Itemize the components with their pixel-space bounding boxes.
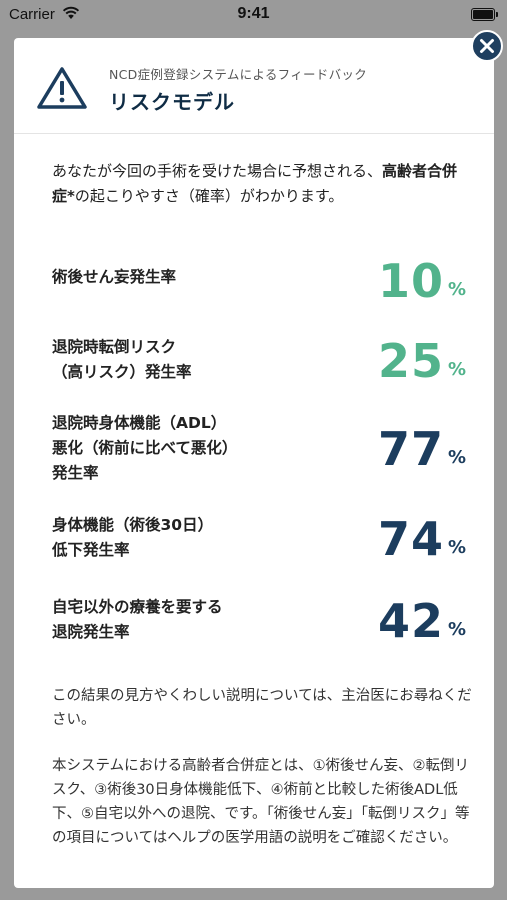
status-bar: Carrier 9:41 bbox=[0, 0, 507, 30]
metric-row: 自宅以外の療養を要する 退院発生率 42 % bbox=[52, 595, 474, 650]
metric-unit: % bbox=[447, 359, 466, 380]
metric-unit: % bbox=[447, 537, 466, 558]
metric-unit: % bbox=[447, 619, 466, 640]
close-button[interactable] bbox=[471, 30, 503, 62]
card-header: NCD症例登録システムによるフィードバック リスクモデル bbox=[14, 38, 494, 134]
metric-label: 身体機能（術後30日） 低下発生率 bbox=[52, 516, 214, 559]
page-title: リスクモデル bbox=[109, 90, 235, 114]
metric-label: 術後せん妄発生率 bbox=[52, 268, 177, 286]
metric-row: 退院時転倒リスク （高リスク）発生率 25 % bbox=[52, 335, 474, 390]
metric-value: 10 bbox=[377, 254, 444, 308]
definition-note: 本システムにおける高齢者合併症とは、①術後せん妄、②転倒リスク、③術後30日身体… bbox=[52, 758, 470, 846]
intro-part2: の起こりやすさ（確率）がわかります。 bbox=[74, 187, 344, 205]
wifi-icon bbox=[62, 6, 80, 24]
metric-label: 自宅以外の療養を要する 退院発生率 bbox=[52, 598, 223, 641]
metric-value: 77 bbox=[377, 422, 444, 476]
metric-unit: % bbox=[447, 279, 466, 300]
risk-model-card: NCD症例登録システムによるフィードバック リスクモデル あなたが今回の手術を受… bbox=[14, 38, 494, 888]
carrier-label: Carrier bbox=[9, 6, 55, 23]
clock: 9:41 bbox=[237, 5, 270, 22]
metric-label: 退院時身体機能（ADL） 悪化（術前に比べて悪化） 発生率 bbox=[52, 414, 238, 482]
metric-label: 退院時転倒リスク （高リスク）発生率 bbox=[52, 338, 192, 381]
close-icon bbox=[480, 39, 494, 53]
header-subtitle: NCD症例登録システムによるフィードバック bbox=[109, 67, 368, 82]
intro-bold-term: 高齢者合併症* bbox=[52, 162, 458, 205]
warning-icon bbox=[36, 66, 88, 114]
metric-value: 25 bbox=[377, 334, 444, 388]
intro-text: あなたが今回の手術を受けた場合に予想される、高齢者合併症*の起こりやすさ（確率）… bbox=[52, 159, 472, 209]
metric-row: 術後せん妄発生率 10 % bbox=[52, 255, 474, 305]
advice-note: この結果の見方やくわしい説明については、主治医にお尋ねください。 bbox=[52, 688, 472, 728]
intro-part1: あなたが今回の手術を受けた場合に予想される、 bbox=[52, 162, 383, 180]
metric-row: 身体機能（術後30日） 低下発生率 74 % bbox=[52, 513, 474, 568]
metric-unit: % bbox=[447, 447, 466, 468]
metric-value: 74 bbox=[377, 512, 444, 566]
metric-value: 42 bbox=[377, 594, 444, 648]
metric-row: 退院時身体機能（ADL） 悪化（術前に比べて悪化） 発生率 77 % bbox=[52, 411, 474, 489]
battery-icon bbox=[471, 8, 498, 21]
